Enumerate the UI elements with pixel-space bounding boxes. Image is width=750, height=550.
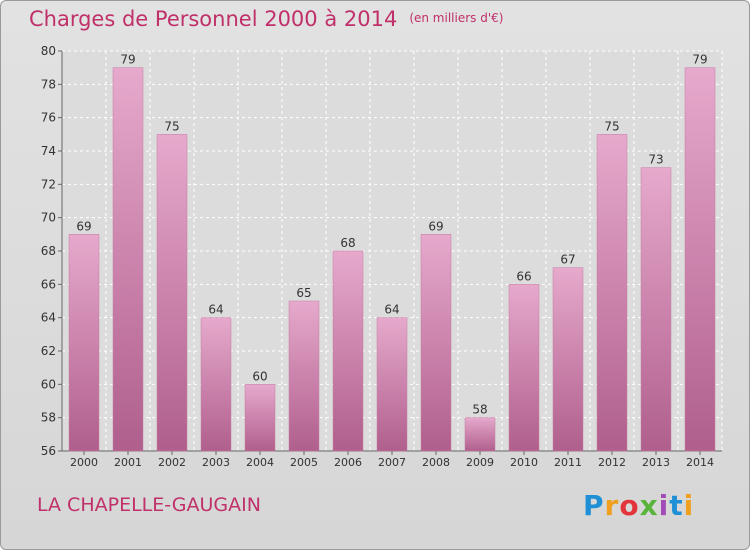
bar [552, 267, 584, 452]
x-tick-label: 2010 [510, 456, 538, 469]
bar [156, 134, 188, 452]
bars [68, 67, 716, 452]
x-tick-label: 2009 [466, 456, 494, 469]
x-tick-label: 2011 [554, 456, 582, 469]
data-label: 73 [648, 153, 663, 167]
x-tick-label: 2000 [70, 456, 98, 469]
x-tick-label: 2014 [686, 456, 714, 469]
x-tick-label: 2004 [246, 456, 274, 469]
x-tick-label: 2005 [290, 456, 318, 469]
y-tick-label: 76 [41, 111, 56, 125]
data-label: 60 [252, 369, 267, 383]
bar [376, 317, 408, 452]
bar [68, 234, 100, 452]
x-tick-label: 2001 [114, 456, 142, 469]
bar [684, 67, 716, 452]
bar [640, 167, 672, 452]
bar [596, 134, 628, 452]
bar [508, 284, 540, 452]
data-label: 79 [120, 53, 135, 67]
y-tick-label: 66 [41, 277, 56, 291]
chart-title-text: Charges de Personnel 2000 à 2014 [29, 7, 398, 31]
y-tick-label: 68 [41, 244, 56, 258]
bar [200, 317, 232, 452]
data-label: 64 [208, 303, 223, 317]
y-tick-label: 58 [41, 411, 56, 425]
x-tick-label: 2003 [202, 456, 230, 469]
logo-letter: i [683, 489, 695, 522]
logo-letter: r [604, 489, 620, 522]
bar [420, 234, 452, 452]
y-tick-label: 62 [41, 344, 56, 358]
chart-subtitle: (en milliers d'€) [409, 11, 504, 25]
y-tick-label: 78 [41, 77, 56, 91]
data-label: 58 [472, 403, 487, 417]
x-tick-label: 2008 [422, 456, 450, 469]
bar [464, 417, 496, 452]
value-labels: 69 79 75 64 60 65 68 64 69 58 66 67 75 73 79 [76, 53, 707, 417]
bar [244, 384, 276, 452]
proxiti-logo: Proxiti [583, 489, 694, 522]
logo-letter: P [583, 489, 605, 522]
data-label: 64 [384, 303, 399, 317]
y-tick-label: 56 [41, 444, 56, 458]
y-tick-label: 80 [41, 44, 56, 58]
data-label: 75 [164, 119, 179, 133]
data-label: 68 [340, 236, 355, 250]
bar [112, 67, 144, 452]
data-label: 69 [76, 219, 91, 233]
y-tick-label: 72 [41, 177, 56, 191]
y-tick-label: 74 [41, 144, 56, 158]
data-label: 67 [560, 253, 575, 267]
commune-name: LA CHAPELLE-GAUGAIN [37, 494, 261, 516]
chart-title: Charges de Personnel 2000 à 2014 (en mill… [29, 7, 503, 31]
bar [288, 300, 320, 452]
logo-letter: t [669, 489, 684, 522]
bar [332, 250, 364, 452]
x-tick-label: 2006 [334, 456, 362, 469]
axes: 56 58 60 62 64 66 68 70 72 74 76 78 80 2000 2001 2002 20… [41, 44, 722, 469]
x-tick-label: 2007 [378, 456, 406, 469]
data-label: 75 [604, 119, 619, 133]
y-tick-label: 64 [41, 311, 56, 325]
y-tick-label: 60 [41, 377, 56, 391]
data-label: 69 [428, 219, 443, 233]
x-tick-label: 2002 [158, 456, 186, 469]
logo-letter: i [658, 489, 670, 522]
x-tick-label: 2012 [598, 456, 626, 469]
y-tick-label: 70 [41, 211, 56, 225]
data-label: 79 [692, 53, 707, 67]
data-label: 65 [296, 286, 311, 300]
logo-letter: x [639, 489, 659, 522]
data-label: 66 [516, 269, 531, 283]
logo-letter: o [619, 489, 640, 522]
x-tick-label: 2013 [642, 456, 670, 469]
